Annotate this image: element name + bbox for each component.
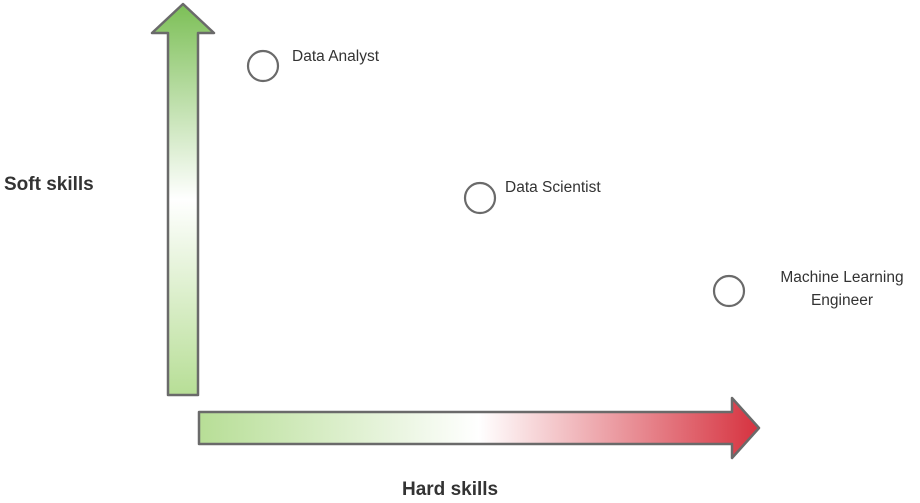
role-label-data-analyst: Data Analyst (292, 45, 379, 68)
hard-skills-label: Hard skills (402, 479, 499, 500)
role-marker-data-analyst (246, 49, 280, 83)
soft-skills-label: Soft skills (4, 174, 94, 195)
role-marker-data-scientist (463, 181, 497, 215)
soft-skills-arrow (150, 2, 216, 397)
role-label-machine-learning-engineer: Machine Learning Engineer (764, 266, 920, 312)
role-label-line: Machine Learning (780, 269, 904, 286)
role-label-line: Engineer (810, 292, 874, 309)
role-label-line: Data Analyst (292, 48, 380, 65)
hard-skills-arrow (197, 396, 761, 460)
role-label-line: Data Scientist (505, 179, 601, 196)
role-label-data-scientist: Data Scientist (505, 176, 601, 199)
role-marker-machine-learning-engineer (712, 274, 746, 308)
